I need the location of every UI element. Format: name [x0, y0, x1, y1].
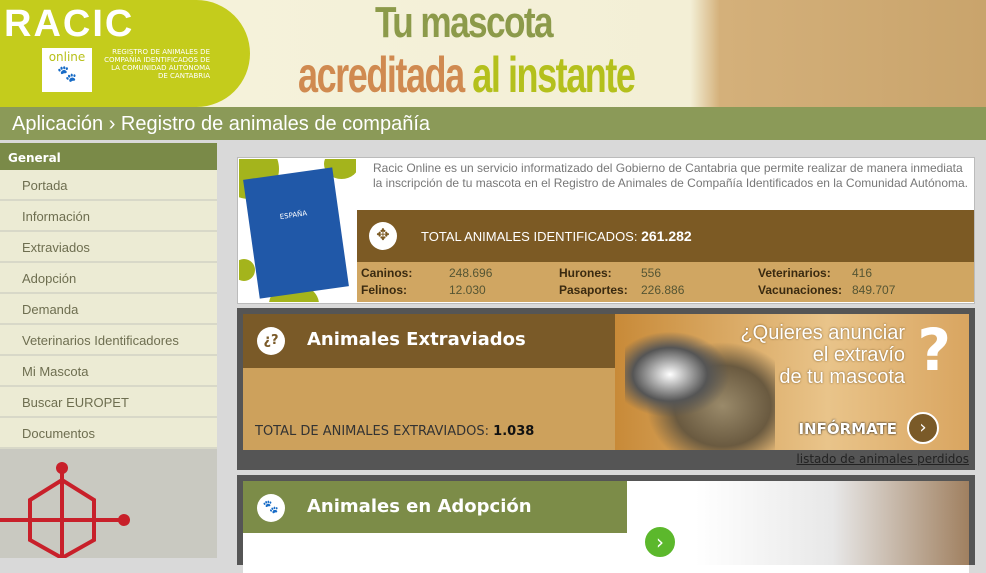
question-mark-icon: ?: [917, 316, 951, 384]
stats-grid: Caninos: 248.696 Felinos: 12.030 Hurones: 5…: [357, 262, 974, 302]
sidebar-item-documentos[interactable]: Documentos: [0, 418, 217, 449]
sidebar-item-informacion[interactable]: Información: [0, 201, 217, 232]
question-icon: ¿?: [257, 327, 285, 355]
lost-pets-banner[interactable]: ¿Quieres anunciar el extravío de tu mascot…: [615, 314, 969, 450]
adoption-panel: 🐾 Animales en Adopción ›: [237, 475, 975, 573]
slogan: acreditada al instante: [298, 47, 636, 103]
sidebar-item-adopcion[interactable]: Adopción: [0, 263, 217, 294]
sidebar-item-portada[interactable]: Portada: [0, 170, 217, 201]
sidebar-heading: General: [0, 140, 217, 170]
arrow-right-icon[interactable]: ›: [643, 525, 677, 559]
paw-icon: 🐾: [257, 494, 285, 522]
lost-animals-list-link[interactable]: listado de animales perdidos: [796, 452, 969, 466]
sidebar-item-buscar-europet[interactable]: Buscar EUROPET: [0, 387, 217, 418]
arrow-right-icon[interactable]: ›: [907, 412, 939, 444]
header-banner: RACIC online 🐾 REGISTRO DE ANIMALES DE CO…: [0, 0, 986, 107]
adoption-pets-banner[interactable]: [627, 481, 969, 565]
lost-animals-panel: ¿? Animales Extraviados TOTAL DE ANIMALE…: [237, 308, 975, 470]
sidebar: General Portada Información Extraviados …: [0, 140, 217, 558]
lost-total: TOTAL DE ANIMALES EXTRAVIADOS: 1.038: [255, 424, 535, 439]
total-identified: ✥ TOTAL ANIMALES IDENTIFICADOS: 261.282: [357, 210, 974, 262]
description: Racic Online es un servicio informatizad…: [373, 161, 969, 190]
breadcrumb: Aplicación › Registro de animales de com…: [0, 107, 986, 140]
passport-image: ESPAÑA: [239, 159, 356, 302]
sidebar-item-mi-mascota[interactable]: Mi Mascota: [0, 356, 217, 387]
informate-button[interactable]: INFÓRMATE: [798, 420, 897, 438]
sidebar-item-extraviados[interactable]: Extraviados: [0, 232, 217, 263]
dog-cat-photo: [625, 324, 775, 450]
cantabria-cross-icon: [0, 462, 130, 558]
sidebar-item-veterinarios[interactable]: Veterinarios Identificadores: [0, 325, 217, 356]
lost-title[interactable]: Animales Extraviados: [307, 329, 526, 350]
sidebar-item-demanda[interactable]: Demanda: [0, 294, 217, 325]
paw-badge-icon: ✥: [369, 222, 397, 250]
logo[interactable]: RACIC online 🐾 REGISTRO DE ANIMALES DE CO…: [0, 0, 250, 107]
adopt-title[interactable]: Animales en Adopción: [307, 496, 532, 517]
paw-icon: 🐾: [57, 64, 77, 83]
info-panel: ESPAÑA Racic Online es un servicio infor…: [237, 157, 975, 304]
slogan: Tu mascota: [375, 0, 554, 47]
